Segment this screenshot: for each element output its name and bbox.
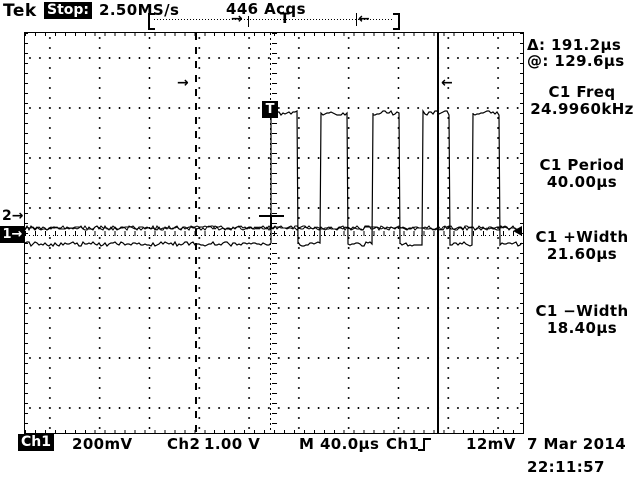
measurement-c1-freq-value: 24.9960kHz — [530, 100, 634, 118]
record-view-cursor1-tick — [248, 16, 249, 27]
ch1-scale-badge[interactable]: Ch1 — [18, 434, 54, 451]
waveform-traces — [25, 109, 523, 248]
ch2-scale-value: 1.00 V — [204, 435, 261, 453]
ch1-scale-value: 200mV — [72, 435, 133, 453]
trigger-level-line[interactable] — [25, 235, 523, 236]
measurement-c1-period-label: C1 Period — [539, 156, 625, 174]
time-cursor-2[interactable] — [437, 33, 439, 433]
record-view-trigger-marker: T — [280, 11, 290, 27]
trigger-level-readout: 12mV — [466, 435, 516, 453]
ch2-position-marker[interactable]: 2→ — [2, 208, 24, 224]
center-vertical-axis — [272, 33, 277, 433]
record-view-cursor2-arrow-icon: ← — [358, 11, 370, 27]
measurement-c1-freq-label: C1 Freq — [548, 83, 616, 101]
cursor2-arrow-icon: ← — [441, 75, 453, 91]
trigger-point-marker-stem — [270, 217, 272, 229]
measurement-c1-pwidth-value: 21.60µs — [546, 245, 618, 263]
record-view-cursor1-arrow-icon: → — [231, 11, 243, 27]
measurement-c1-period-value: 40.00µs — [546, 173, 618, 191]
time-readout: 22:11:57 — [527, 458, 605, 476]
measurement-c1-nwidth-value: 18.40µs — [546, 319, 618, 337]
acquisition-count: 446 Acqs — [226, 0, 306, 18]
ch1-position-marker[interactable]: 1→ — [0, 226, 25, 243]
cursor1-arrow-icon: → — [177, 75, 189, 91]
record-view-line — [154, 19, 394, 20]
trigger-point-marker — [259, 215, 284, 217]
trigger-source-readout: Ch1 — [386, 435, 420, 453]
sample-rate-readout: 2.50MS/s — [99, 1, 180, 19]
ch2-scale-label[interactable]: Ch2 — [167, 435, 201, 453]
trigger-level-arrow-icon[interactable] — [513, 226, 522, 236]
cursor-at-readout: @: 129.6µs — [527, 52, 625, 70]
record-view-cursor2-tick — [356, 13, 357, 26]
measurement-c1-nwidth-label: C1 −Width — [535, 302, 629, 320]
time-cursor-1[interactable] — [195, 33, 197, 433]
rising-edge-icon — [418, 437, 432, 452]
acquisition-status-badge: Stop: — [44, 2, 92, 19]
record-view-right-bracket — [393, 13, 400, 30]
date-readout: 7 Mar 2014 — [527, 435, 627, 453]
trigger-position-marker[interactable]: T — [262, 101, 278, 118]
tek-logo: Tek — [3, 1, 37, 21]
record-view-left-bracket — [148, 13, 155, 30]
cursor-delta-readout: Δ: 191.2µs — [527, 36, 622, 54]
measurement-c1-pwidth-label: C1 +Width — [535, 228, 629, 246]
timebase-readout: M 40.0µs — [299, 435, 380, 453]
graticule: → ← T — [24, 32, 524, 434]
